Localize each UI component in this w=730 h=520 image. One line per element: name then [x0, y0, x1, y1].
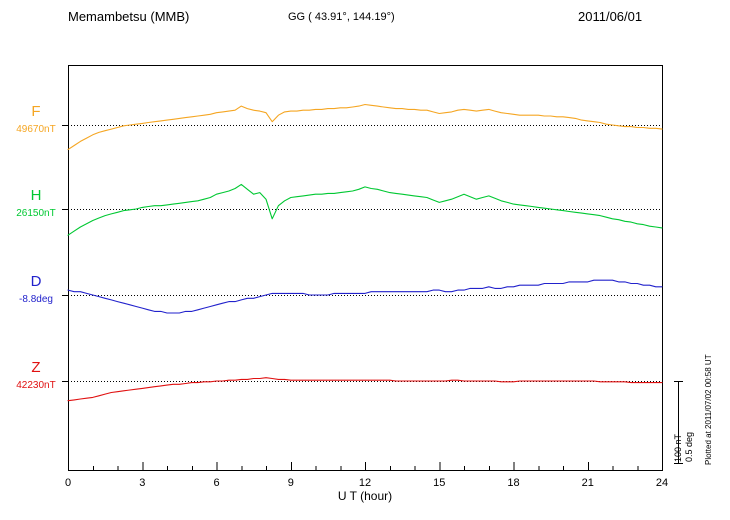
component-name-z: Z	[31, 359, 41, 376]
component-label-f: F 49670nT	[8, 104, 64, 136]
component-baseline-d: -8.8deg	[19, 294, 53, 305]
svg-text:6: 6	[213, 477, 219, 489]
plotted-at-note: Plotted at 2011/07/02 00:58 UT	[704, 354, 713, 465]
component-baseline-f: 49670nT	[16, 124, 56, 135]
geo-coordinates: GG ( 43.91°, 144.19°)	[288, 11, 395, 23]
plot-date: 2011/06/01	[578, 9, 643, 24]
component-label-h: H 26150nT	[8, 188, 64, 220]
scale-label-nt: 100 nT	[673, 433, 683, 462]
component-label-d: D -8.8deg	[8, 274, 64, 306]
svg-text:12: 12	[359, 477, 371, 489]
svg-text:15: 15	[433, 477, 445, 489]
x-axis-title: U T (hour)	[337, 489, 393, 503]
component-name-h: H	[30, 187, 42, 204]
component-baseline-h: 26150nT	[16, 208, 56, 219]
svg-text:3: 3	[139, 477, 145, 489]
svg-text:18: 18	[507, 477, 519, 489]
component-name-d: D	[30, 273, 42, 290]
svg-text:24: 24	[656, 477, 668, 489]
svg-text:0: 0	[65, 477, 71, 489]
svg-text:9: 9	[288, 477, 294, 489]
station-title: Memambetsu (MMB)	[68, 9, 190, 24]
svg-text:21: 21	[582, 477, 594, 489]
component-name-f: F	[31, 103, 41, 120]
component-label-z: Z 42230nT	[8, 360, 64, 392]
scale-label-deg: 0.5 deg	[684, 431, 694, 462]
component-baseline-z: 42230nT	[16, 380, 56, 391]
